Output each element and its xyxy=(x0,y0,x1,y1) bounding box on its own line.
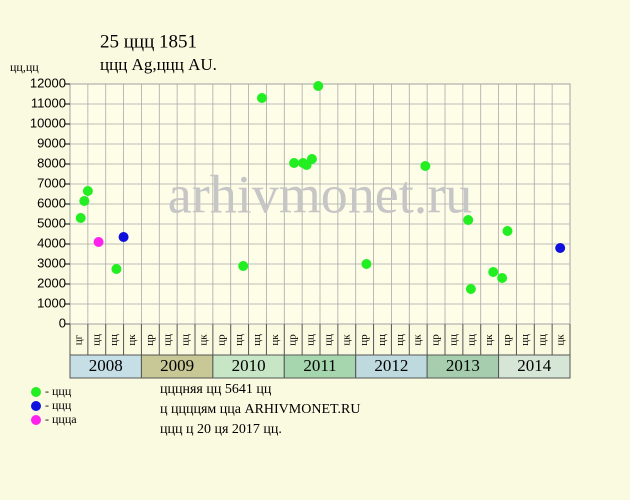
data-point xyxy=(420,161,431,171)
data-point xyxy=(313,81,324,91)
y-tick-label: 8000 xyxy=(37,155,66,170)
note: цццняя цц 5641 цц xyxy=(160,382,272,397)
y-tick-label: 5000 xyxy=(37,215,66,230)
note: ц ццццям цца ARHIVMONET.RU xyxy=(160,402,360,417)
quarter-label: цц xyxy=(162,334,174,346)
quarter-label: цр xyxy=(501,334,513,346)
data-point xyxy=(502,226,513,236)
quarter-label: цц xyxy=(233,334,245,346)
y-tick-label: 3000 xyxy=(37,255,66,270)
chart-title: 25 ццц 1851 xyxy=(100,31,197,52)
quarter-label: цр xyxy=(358,334,370,346)
data-point xyxy=(75,213,86,223)
year-label: 2013 xyxy=(446,356,480,375)
y-tick-label: 6000 xyxy=(37,195,66,210)
y-tick-label: 4000 xyxy=(37,235,66,250)
year-label: 2012 xyxy=(374,356,408,375)
quarter-label: цк xyxy=(412,334,424,346)
data-point xyxy=(118,232,129,242)
quarter-label: цц xyxy=(465,334,477,346)
quarter-label: цц xyxy=(108,334,120,346)
legend-marker xyxy=(31,415,41,425)
data-point xyxy=(488,267,499,277)
y-tick-label: 11000 xyxy=(31,95,66,110)
quarter-label: цц xyxy=(394,334,406,346)
quarter-label: цг xyxy=(72,334,84,345)
quarter-label: цц xyxy=(305,334,317,346)
quarter-label: цц xyxy=(180,334,192,346)
data-point xyxy=(289,158,300,168)
legend-marker xyxy=(31,387,41,397)
quarter-label: цк xyxy=(269,334,281,346)
quarter-label: цц xyxy=(519,334,531,346)
data-point xyxy=(111,264,122,274)
quarter-label: цк xyxy=(483,334,495,346)
data-point xyxy=(465,284,476,294)
data-point xyxy=(256,93,267,103)
y-tick-label: 9000 xyxy=(37,135,66,150)
watermark: arhivmonet.ru xyxy=(168,164,472,224)
year-label: 2009 xyxy=(160,356,194,375)
data-point xyxy=(306,154,317,164)
year-label: 2014 xyxy=(517,356,552,375)
y-tick-label: 2000 xyxy=(37,275,66,290)
data-point xyxy=(79,196,90,206)
legend-label: - ццц xyxy=(45,398,72,412)
quarter-label: цц xyxy=(90,334,102,346)
quarter-label: цк xyxy=(126,334,138,346)
quarter-label: цц xyxy=(537,334,549,346)
data-point xyxy=(361,259,372,269)
legend-marker xyxy=(31,401,41,411)
legend-label: - цццa xyxy=(45,412,77,426)
y-tick-label: 10000 xyxy=(30,115,66,130)
quarter-label: цр xyxy=(287,334,299,346)
quarter-label: цц xyxy=(322,334,334,346)
quarter-label: цц xyxy=(376,334,388,346)
chart-subtitle: ццц Ag,ццц AU. xyxy=(100,55,217,74)
data-point xyxy=(463,215,474,225)
quarter-label: цр xyxy=(144,334,156,346)
data-point xyxy=(497,273,508,283)
quarter-label: цц xyxy=(251,334,263,346)
y-tick-label: 1000 xyxy=(37,295,66,310)
quarter-label: цк xyxy=(340,334,352,346)
legend-label: - ццц xyxy=(45,384,72,398)
data-point xyxy=(555,243,566,253)
note: ццц ц 20 ця 2017 цц. xyxy=(160,422,282,437)
year-label: 2010 xyxy=(232,356,266,375)
quarter-label: цк xyxy=(197,334,209,346)
y-axis-label: цц,цц xyxy=(10,60,39,74)
quarter-label: цц xyxy=(447,334,459,346)
year-label: 2011 xyxy=(303,356,336,375)
quarter-label: цр xyxy=(215,334,227,346)
data-point xyxy=(82,186,93,196)
data-point xyxy=(93,237,104,247)
data-point xyxy=(238,261,249,271)
y-tick-label: 12000 xyxy=(30,75,66,90)
quarter-label: цк xyxy=(555,334,567,346)
quarter-label: цр xyxy=(430,334,442,346)
y-tick-label: 0 xyxy=(59,315,66,330)
y-tick-label: 7000 xyxy=(37,175,66,190)
year-label: 2008 xyxy=(89,356,123,375)
